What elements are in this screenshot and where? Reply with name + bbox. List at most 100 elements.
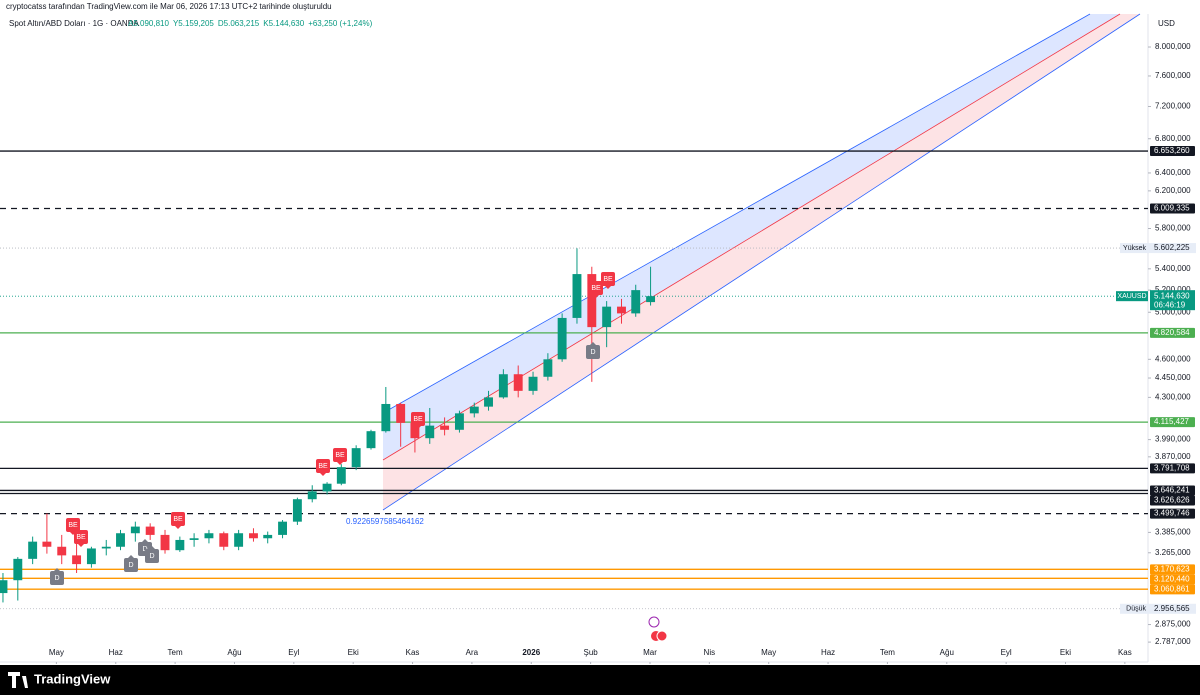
brand-logo bbox=[8, 672, 28, 688]
level-label: 3.499,746 bbox=[1154, 509, 1190, 518]
x-tick-label: Ağu bbox=[940, 648, 954, 657]
symbol-line: Spot Altın/ABD Doları · 1G · OANDA bbox=[9, 19, 139, 28]
last-price-name: XAUUSD bbox=[1117, 293, 1146, 300]
candle-body bbox=[425, 425, 435, 439]
candle-body bbox=[617, 306, 626, 314]
brand: TradingView bbox=[34, 671, 111, 686]
event-icon[interactable] bbox=[648, 616, 660, 628]
candle-body bbox=[13, 558, 23, 581]
x-tick-label: Tem bbox=[168, 648, 183, 657]
candle-body bbox=[130, 526, 140, 534]
level-label-bg bbox=[1150, 417, 1195, 428]
y-tick-label: 6.400,000 bbox=[1155, 168, 1191, 177]
low_mark-text: Düşük bbox=[1126, 606, 1146, 613]
signal-marker-bg bbox=[66, 518, 80, 532]
candle-body bbox=[160, 534, 170, 551]
level-label-bg bbox=[1150, 463, 1195, 474]
candle-body bbox=[513, 374, 523, 391]
x-tick-label: Mar bbox=[643, 648, 657, 657]
candle-body bbox=[381, 403, 391, 432]
x-tick-label: Eyl bbox=[288, 648, 299, 657]
header-value: Y5.159,205 bbox=[173, 19, 214, 28]
signal-marker: D bbox=[54, 575, 59, 582]
x-tick-label: Eki bbox=[1060, 648, 1071, 657]
candle-body bbox=[469, 406, 479, 414]
channel-lower-line bbox=[382, 13, 1141, 511]
y-tick-label: 2.875,000 bbox=[1155, 620, 1191, 629]
level-label-bg bbox=[1150, 584, 1195, 595]
signal-marker-pointer bbox=[593, 295, 599, 298]
level-label: 4.115,427 bbox=[1154, 417, 1190, 426]
y-tick-label: 6.200,000 bbox=[1155, 186, 1191, 195]
candle-body bbox=[631, 290, 641, 314]
last-price-label: 5.144,630 bbox=[1154, 291, 1190, 300]
candle-body bbox=[646, 296, 656, 303]
candle-body bbox=[263, 534, 273, 539]
signal-marker: BE bbox=[335, 452, 345, 459]
signal-marker-pointer bbox=[78, 544, 84, 547]
level-label-bg bbox=[1150, 495, 1195, 506]
header-value: A5.090,810 bbox=[128, 19, 169, 28]
level-label: 3.791,708 bbox=[1154, 463, 1190, 472]
signal-marker-pointer bbox=[128, 555, 134, 558]
footer bbox=[0, 665, 1200, 695]
level-label-bg bbox=[1150, 574, 1195, 585]
level-label: 6.653,260 bbox=[1154, 146, 1190, 155]
signal-marker-pointer bbox=[590, 342, 596, 345]
y-tick-label: 2.787,000 bbox=[1155, 637, 1191, 646]
candle-body bbox=[307, 491, 317, 500]
signal-marker-bg bbox=[586, 345, 600, 359]
candle-body bbox=[278, 521, 287, 535]
signal-marker-bg bbox=[124, 558, 138, 572]
y-tick-label: 3.870,000 bbox=[1155, 452, 1191, 461]
signal-marker-pointer bbox=[337, 462, 343, 465]
candle-body bbox=[322, 483, 332, 492]
x-tick-label: Tem bbox=[880, 648, 895, 657]
signal-marker-bg bbox=[145, 549, 159, 563]
signal-marker-pointer bbox=[142, 539, 148, 542]
signal-marker-pointer bbox=[415, 426, 421, 429]
y-tick-label: 3.265,000 bbox=[1155, 548, 1191, 557]
channel-label: 0.9226597585464162 bbox=[346, 517, 424, 526]
candle-body bbox=[204, 533, 214, 539]
event-icon[interactable] bbox=[656, 630, 668, 642]
signal-marker-pointer bbox=[175, 526, 181, 529]
credit: cryptocatss tarafından TradingView.com i… bbox=[6, 2, 332, 11]
signal-marker: BE bbox=[318, 463, 328, 470]
signal-marker-pointer bbox=[605, 286, 611, 289]
x-tick-label: Kas bbox=[406, 648, 420, 657]
y-tick-label: 5.800,000 bbox=[1155, 224, 1191, 233]
x-tick-label: Haz bbox=[821, 648, 835, 657]
candle-body bbox=[249, 533, 258, 539]
signal-marker-bg bbox=[411, 412, 425, 426]
candle-body bbox=[498, 374, 508, 398]
candle-body bbox=[528, 376, 538, 391]
x-tick-label: Şub bbox=[584, 648, 599, 657]
candle-body bbox=[292, 499, 302, 522]
candle-body bbox=[57, 546, 67, 556]
signal-marker-bg bbox=[74, 530, 88, 544]
candle-body bbox=[336, 467, 346, 484]
candles bbox=[0, 248, 656, 603]
candle-body bbox=[454, 413, 464, 430]
candle-body bbox=[572, 274, 582, 318]
candle-body bbox=[410, 422, 420, 439]
level-label-bg bbox=[1150, 203, 1195, 214]
signal-marker: BE bbox=[76, 534, 86, 541]
signal-marker-pointer bbox=[320, 473, 326, 476]
x-tick-label: 2026 bbox=[522, 648, 540, 657]
candle-body bbox=[543, 359, 553, 377]
candle-body bbox=[219, 533, 229, 547]
signal-marker: D bbox=[149, 553, 154, 560]
signal-marker: D bbox=[128, 562, 133, 569]
signal-marker-bg bbox=[589, 281, 603, 295]
level-label: 3.626,626 bbox=[1154, 496, 1190, 505]
y-tick-label: 3.990,000 bbox=[1155, 435, 1191, 444]
candle-body bbox=[234, 533, 244, 547]
y-tick-label: 6.800,000 bbox=[1155, 134, 1191, 143]
x-tick-label: Haz bbox=[109, 648, 123, 657]
y-tick-label: 4.450,000 bbox=[1155, 373, 1191, 382]
candle-body bbox=[484, 397, 493, 407]
